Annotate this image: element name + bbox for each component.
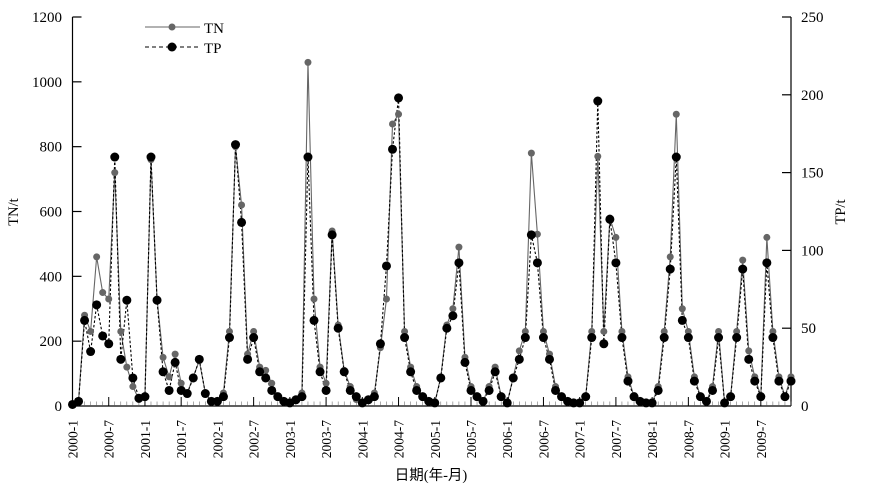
svg-text:0: 0 <box>801 399 809 415</box>
svg-text:TN: TN <box>204 21 224 37</box>
svg-text:50: 50 <box>801 321 816 337</box>
svg-text:100: 100 <box>801 243 824 259</box>
svg-text:2002-7: 2002-7 <box>247 420 262 458</box>
svg-text:600: 600 <box>40 205 63 221</box>
svg-text:800: 800 <box>40 140 63 156</box>
svg-text:2004-1: 2004-1 <box>355 420 370 458</box>
svg-text:0: 0 <box>55 399 63 415</box>
svg-text:200: 200 <box>40 334 63 350</box>
svg-text:TP: TP <box>204 41 222 57</box>
svg-text:2003-7: 2003-7 <box>319 420 334 458</box>
svg-text:2007-1: 2007-1 <box>573 420 588 458</box>
svg-text:2002-1: 2002-1 <box>210 420 225 458</box>
svg-text:2001-7: 2001-7 <box>174 420 189 458</box>
svg-text:TN/t: TN/t <box>6 198 22 225</box>
svg-text:日期(年-月): 日期(年-月) <box>395 467 468 484</box>
svg-text:2000-1: 2000-1 <box>66 420 81 458</box>
svg-text:2001-1: 2001-1 <box>138 420 153 458</box>
svg-text:2006-1: 2006-1 <box>500 420 515 458</box>
svg-text:2005-7: 2005-7 <box>464 420 479 458</box>
svg-text:2007-7: 2007-7 <box>609 420 624 458</box>
svg-text:2008-1: 2008-1 <box>645 420 660 458</box>
svg-text:1000: 1000 <box>32 75 62 91</box>
svg-text:2005-1: 2005-1 <box>428 420 443 458</box>
svg-text:400: 400 <box>40 269 63 285</box>
svg-text:2006-7: 2006-7 <box>536 420 551 458</box>
svg-text:1200: 1200 <box>32 10 62 26</box>
svg-text:2004-7: 2004-7 <box>392 420 407 458</box>
svg-text:2008-7: 2008-7 <box>681 420 696 458</box>
svg-text:2003-1: 2003-1 <box>283 420 298 458</box>
svg-text:150: 150 <box>801 166 824 182</box>
svg-text:200: 200 <box>801 88 824 104</box>
svg-text:TP/t: TP/t <box>833 200 849 225</box>
svg-text:2009-1: 2009-1 <box>718 420 733 458</box>
svg-text:2009-7: 2009-7 <box>754 420 769 458</box>
svg-text:2000-7: 2000-7 <box>102 420 117 458</box>
svg-text:250: 250 <box>801 10 824 26</box>
